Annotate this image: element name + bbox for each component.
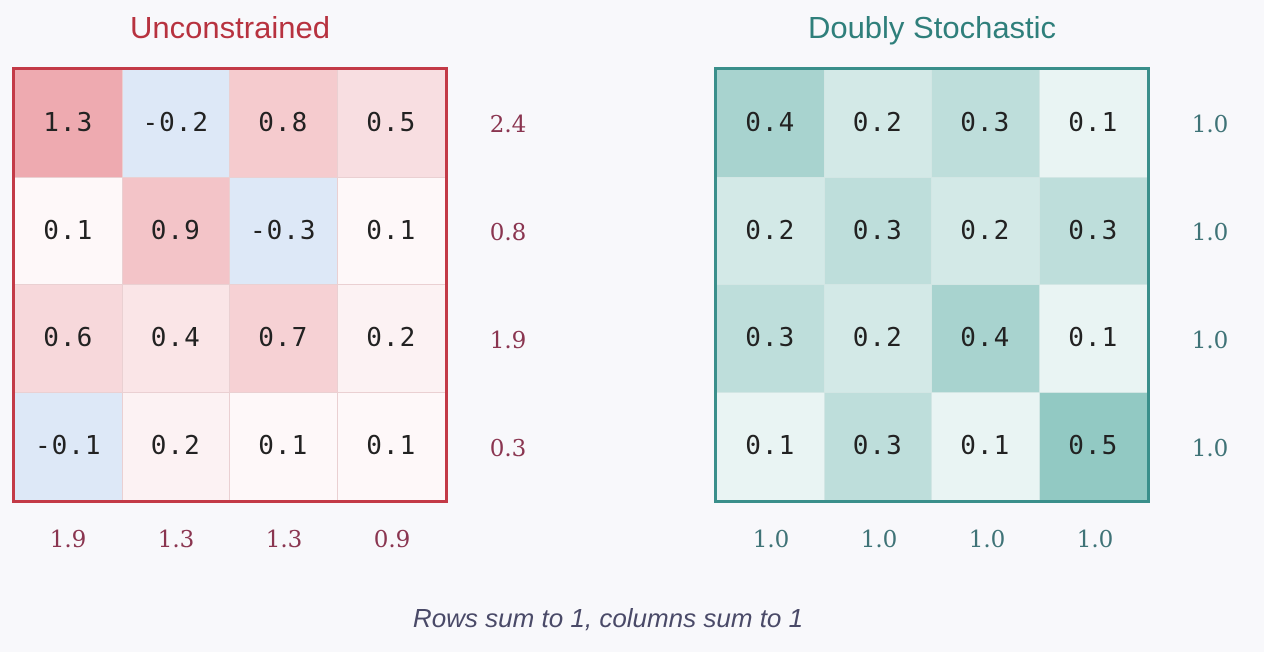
column-sum: 1.0	[1076, 527, 1114, 553]
matrix-cell: 0.7	[230, 285, 338, 393]
caption: Rows sum to 1, columns sum to 1	[412, 603, 804, 633]
matrix-cell: 0.1	[1039, 285, 1147, 393]
matrix-cell: 0.6	[15, 285, 123, 393]
row-sum: 1.9	[489, 328, 527, 354]
row-sum: 2.4	[489, 112, 527, 138]
row-sum: 1.0	[1191, 220, 1229, 246]
matrix-cell: 0.1	[337, 177, 445, 285]
column-sum: 1.0	[752, 527, 790, 553]
matrix-cell: 0.1	[337, 392, 445, 500]
matrix-cell: 1.3	[15, 70, 123, 178]
column-sum: 1.3	[265, 527, 303, 553]
matrix-cell: 0.5	[337, 70, 445, 178]
matrix-cell: 0.4	[122, 285, 230, 393]
matrix-cell: 0.8	[230, 70, 338, 178]
row-sum: 0.3	[489, 436, 527, 462]
row-sum: 1.0	[1191, 328, 1229, 354]
matrix-cell: 0.2	[717, 177, 825, 285]
matrix-cell: 0.2	[824, 285, 932, 393]
unconstrained-title: Unconstrained	[130, 10, 330, 45]
matrix-cell: 0.2	[337, 285, 445, 393]
matrix-cell: -0.2	[122, 70, 230, 178]
matrix-cell: 0.1	[932, 392, 1040, 500]
matrix-cell: 0.1	[15, 177, 123, 285]
matrix-cell: 0.2	[824, 70, 932, 178]
matrix-cell: 0.1	[1039, 70, 1147, 178]
matrix-cell: 0.4	[932, 285, 1040, 393]
column-sum: 0.9	[373, 527, 411, 553]
matrix-cell: 0.1	[230, 392, 338, 500]
row-sum: 1.0	[1191, 112, 1229, 138]
matrix-cell: 0.1	[717, 392, 825, 500]
matrix-cell: -0.3	[230, 177, 338, 285]
column-sum: 1.0	[968, 527, 1006, 553]
column-sum: 1.0	[860, 527, 898, 553]
matrix-cell: 0.3	[717, 285, 825, 393]
matrix-cell: 0.2	[932, 177, 1040, 285]
doubly-stochastic-title: Doubly Stochastic	[807, 10, 1057, 45]
matrix-cell: 0.3	[932, 70, 1040, 178]
matrix-cell: 0.2	[122, 392, 230, 500]
doubly-stochastic-matrix: 0.4 0.2 0.3 0.1 0.2 0.3 0.2 0.3 0.3 0.2 …	[714, 67, 1150, 503]
matrix-cell: 0.3	[1039, 177, 1147, 285]
matrix-cell: 0.3	[824, 177, 932, 285]
unconstrained-matrix: 1.3 -0.2 0.8 0.5 0.1 0.9 -0.3 0.1 0.6 0.…	[12, 67, 448, 503]
matrix-cell: 0.9	[122, 177, 230, 285]
row-sum: 0.8	[489, 220, 527, 246]
row-sum: 1.0	[1191, 436, 1229, 462]
column-sum: 1.3	[157, 527, 195, 553]
matrix-cell: 0.3	[824, 392, 932, 500]
matrix-cell: -0.1	[15, 392, 123, 500]
matrix-cell: 0.5	[1039, 392, 1147, 500]
matrix-cell: 0.4	[717, 70, 825, 178]
column-sum: 1.9	[49, 527, 87, 553]
